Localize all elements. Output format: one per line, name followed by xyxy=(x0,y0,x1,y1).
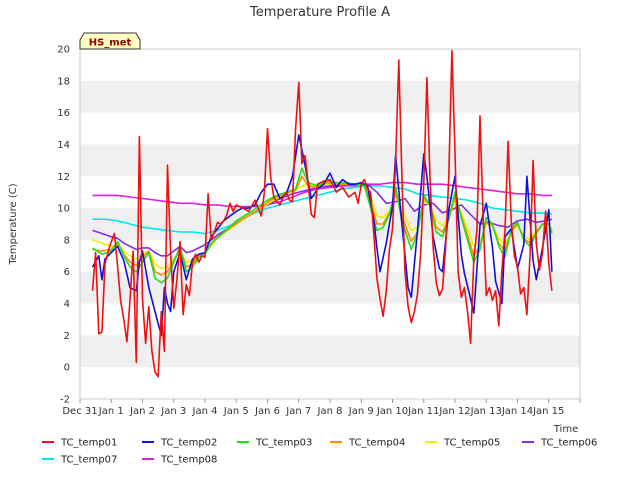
x-tick-label: Jan 14 xyxy=(501,406,533,417)
x-tick-label: Jan 10 xyxy=(376,406,408,417)
legend-label: TC_temp08 xyxy=(160,455,217,466)
series-line-tc-temp01 xyxy=(91,49,553,378)
y-tick-label: 12 xyxy=(57,172,70,183)
legend-item: TC_temp03 xyxy=(237,438,312,449)
x-tick-label: Jan 7 xyxy=(285,406,311,417)
grid-band xyxy=(80,335,580,368)
legend-item: TC_temp08 xyxy=(142,455,217,466)
legend-label: TC_temp07 xyxy=(60,455,117,466)
legend-item: TC_temp07 xyxy=(42,455,117,466)
x-tick-label: Jan 6 xyxy=(254,406,280,417)
y-axis-ticks: -2 0 2 4 6 8 10 12 14 16 18 20 xyxy=(57,45,70,406)
legend-item: TC_temp05 xyxy=(425,438,500,449)
y-axis-label: Temperature (C) xyxy=(8,183,19,265)
y-tick-label: 0 xyxy=(64,363,70,374)
x-axis-label: Time xyxy=(553,424,578,435)
y-tick-label: 14 xyxy=(57,140,70,151)
legend-item: TC_temp04 xyxy=(330,438,405,449)
x-tick-label: Jan 5 xyxy=(223,406,249,417)
series-layer xyxy=(91,49,553,378)
badge-box xyxy=(79,32,141,50)
legend-label: TC_temp06 xyxy=(540,438,597,449)
grid-band xyxy=(80,80,580,113)
x-tick-label: Jan 1 xyxy=(98,406,124,417)
legend-label: TC_temp05 xyxy=(443,438,500,449)
x-tick-label: Jan 3 xyxy=(160,406,186,417)
legend-label: TC_temp03 xyxy=(255,438,312,449)
x-tick-label: Jan 11 xyxy=(407,406,439,417)
legend-label: TC_temp04 xyxy=(348,438,405,449)
x-tick-label: Jan 2 xyxy=(129,406,155,417)
legend-item: TC_temp02 xyxy=(142,438,217,449)
legend-label: TC_temp01 xyxy=(60,438,117,449)
y-tick-label: 4 xyxy=(64,299,70,310)
x-tick-label: Jan 9 xyxy=(348,406,374,417)
x-tick-label: Jan 12 xyxy=(438,406,470,417)
chart-title: Temperature Profile A xyxy=(249,5,390,20)
x-tick-label: Dec 31 xyxy=(62,406,97,417)
y-tick-label: 8 xyxy=(64,235,70,246)
badge-label: HS_met xyxy=(89,38,132,49)
x-axis-ticks: Dec 31 Jan 1 Jan 2 Jan 3 Jan 4 Jan 5 Jan 6 Jan … xyxy=(62,399,581,417)
x-tick-label: Jan 15 xyxy=(532,406,564,417)
y-tick-label: 20 xyxy=(57,45,70,56)
y-tick-label: -2 xyxy=(60,395,70,406)
series-line-tc-temp06 xyxy=(92,183,553,257)
x-tick-label: Jan 8 xyxy=(317,406,343,417)
y-tick-label: 2 xyxy=(64,331,70,342)
legend: TC_temp01 TC_temp02 TC_temp03 TC_temp04 TC_t… xyxy=(42,438,597,466)
legend-item: TC_temp06 xyxy=(522,438,597,449)
legend-label: TC_temp02 xyxy=(160,438,217,449)
x-tick-label: Jan 4 xyxy=(192,406,218,417)
x-tick-label: Jan 13 xyxy=(470,406,502,417)
grid-band xyxy=(80,144,580,177)
legend-item: TC_temp01 xyxy=(42,438,117,449)
y-tick-label: 16 xyxy=(57,108,70,119)
grid-bands xyxy=(80,80,580,368)
y-tick-label: 6 xyxy=(64,267,70,278)
y-tick-label: 10 xyxy=(57,204,70,215)
site-badge: HS_met xyxy=(79,32,141,50)
y-tick-label: 18 xyxy=(57,76,70,87)
